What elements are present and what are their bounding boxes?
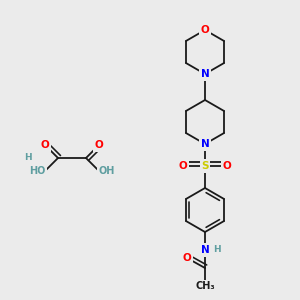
Text: S: S	[201, 161, 209, 171]
Text: O: O	[183, 253, 191, 263]
Text: N: N	[201, 69, 209, 79]
Text: HO: HO	[29, 166, 46, 176]
Text: O: O	[41, 140, 50, 150]
Text: N: N	[201, 245, 209, 255]
Text: CH₃: CH₃	[195, 281, 215, 291]
Text: OH: OH	[98, 166, 115, 176]
Text: O: O	[223, 161, 231, 171]
Text: H: H	[24, 154, 32, 163]
Text: O: O	[94, 140, 103, 150]
Text: H: H	[213, 245, 221, 254]
Text: O: O	[178, 161, 188, 171]
Text: O: O	[201, 25, 209, 35]
Text: N: N	[201, 139, 209, 149]
